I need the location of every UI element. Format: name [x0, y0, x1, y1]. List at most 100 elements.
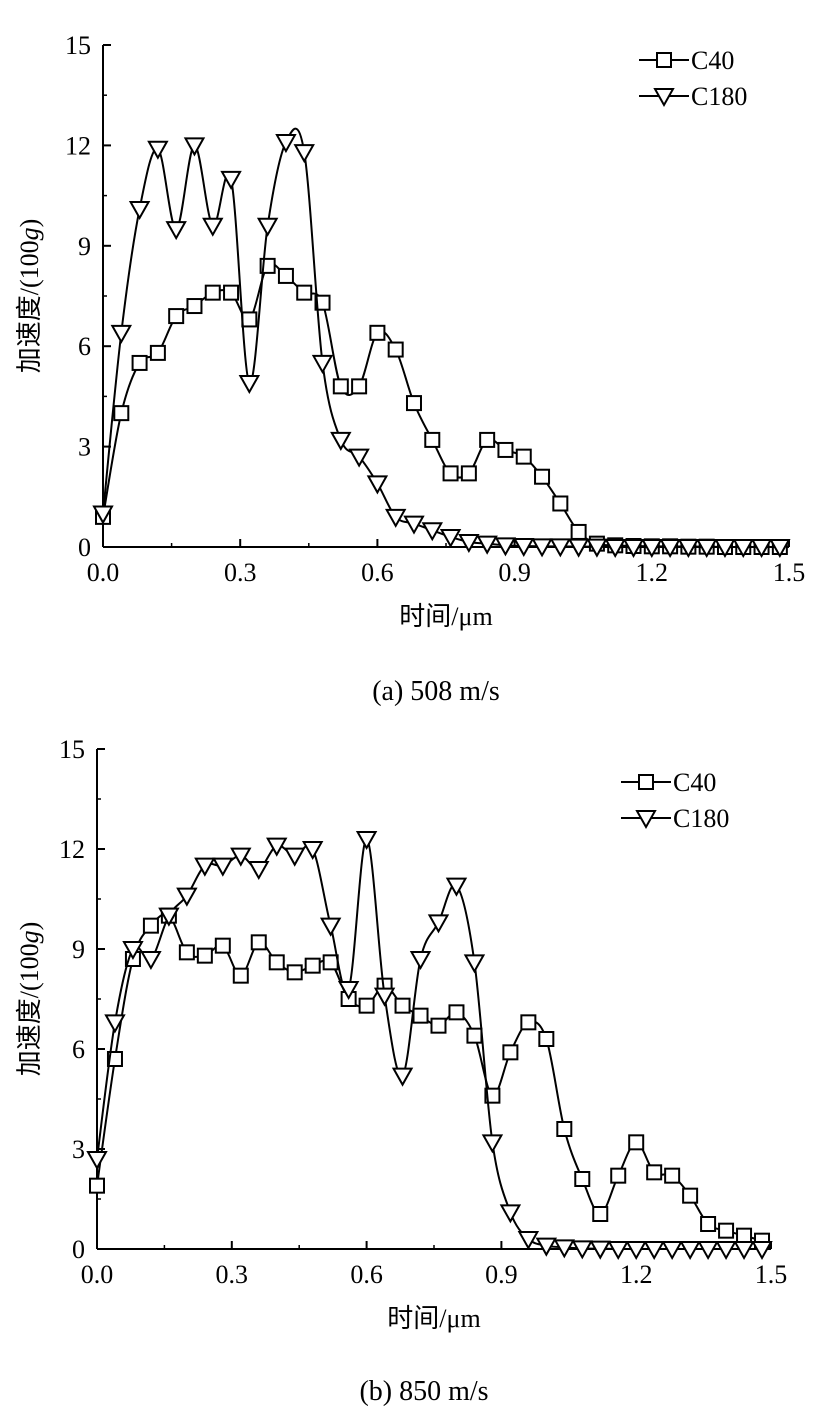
- y-tick-label: 3: [78, 433, 91, 462]
- y-tick-label: 0: [72, 1235, 85, 1264]
- data-point: [158, 907, 180, 927]
- data-point: [750, 539, 773, 559]
- data-point: [646, 1164, 663, 1181]
- data-point: [733, 1241, 755, 1261]
- data-point: [332, 378, 349, 395]
- data-point: [571, 1240, 593, 1260]
- data-point: [176, 887, 198, 907]
- data-point: [296, 284, 313, 301]
- data-point: [266, 837, 288, 857]
- data-point: [659, 539, 681, 559]
- data-point: [131, 354, 148, 371]
- data-point: [149, 344, 166, 361]
- data-point: [549, 538, 572, 558]
- x-axis-label: 时间/μm: [387, 1304, 480, 1333]
- data-point: [476, 535, 498, 555]
- data-point: [358, 997, 375, 1014]
- data-point: [751, 1241, 773, 1261]
- caption: (b) 850 m/s: [359, 1376, 488, 1407]
- data-point: [178, 944, 195, 961]
- data-point: [86, 1151, 108, 1171]
- data-point: [304, 957, 321, 974]
- caption: (a) 508 m/s: [372, 676, 500, 707]
- data-point: [113, 405, 130, 422]
- data-point: [384, 508, 407, 528]
- data-point: [604, 539, 626, 559]
- data-point: [165, 221, 187, 241]
- y-tick-label: 6: [72, 1035, 85, 1064]
- data-point: [241, 311, 258, 328]
- data-point: [442, 465, 459, 482]
- data-point: [535, 1237, 558, 1257]
- data-point: [520, 1014, 537, 1031]
- data-point: [439, 528, 462, 548]
- data-point: [369, 324, 386, 341]
- x-tick-label: 1.5: [773, 558, 806, 587]
- data-point: [499, 1204, 522, 1224]
- data-point: [695, 539, 718, 559]
- legend-marker: [635, 810, 657, 830]
- data-point: [682, 1187, 699, 1204]
- legend-label: C180: [691, 82, 747, 111]
- data-point: [194, 857, 216, 877]
- chart-b: 0.0 0.3 0.6 0.9 1.2 1.5 0 3 6 9 12 15 时间/μm 加速度/(100g…: [15, 735, 787, 1407]
- data-point: [319, 917, 342, 937]
- y-label-prefix: 加速度/(100: [15, 943, 44, 1076]
- data-point: [534, 468, 551, 485]
- data-point: [697, 1241, 719, 1261]
- data-point: [268, 954, 285, 971]
- data-point: [366, 475, 389, 495]
- data-point: [186, 298, 203, 315]
- data-point: [622, 539, 645, 559]
- series-C40: C40: [89, 768, 771, 1249]
- y-tick-label: 6: [78, 332, 91, 361]
- data-point: [570, 523, 587, 540]
- legend-label: C40: [691, 46, 734, 75]
- data-point: [337, 981, 360, 1001]
- y-tick-label: 9: [78, 232, 91, 261]
- data-point: [625, 1241, 647, 1261]
- x-tick-label: 1.5: [755, 1260, 788, 1289]
- data-point: [513, 537, 535, 558]
- data-point: [484, 1087, 501, 1104]
- y-tick-label: 12: [65, 131, 91, 160]
- data-point: [147, 140, 169, 160]
- y-tick-label: 0: [78, 533, 91, 562]
- data-point: [466, 1027, 483, 1044]
- data-point: [567, 538, 590, 558]
- series-line: [96, 837, 763, 1251]
- data-point: [330, 431, 352, 451]
- x-tick-label: 1.2: [620, 1260, 653, 1289]
- series-C180: C180: [92, 82, 791, 559]
- data-point: [403, 515, 425, 535]
- data-point: [515, 448, 532, 465]
- data-point: [714, 539, 736, 559]
- data-point: [679, 1241, 701, 1261]
- series-C40: C40: [95, 46, 788, 555]
- data-point: [168, 308, 185, 325]
- data-point: [497, 441, 514, 458]
- data-point: [277, 267, 294, 284]
- data-point: [405, 395, 422, 412]
- data-point: [89, 1177, 105, 1194]
- data-point: [232, 967, 249, 984]
- data-point: [607, 1241, 629, 1261]
- y-label-suffix: ): [15, 922, 44, 931]
- data-point: [214, 937, 231, 954]
- legend-label: C180: [673, 804, 729, 833]
- data-point: [220, 170, 242, 190]
- data-point: [424, 431, 441, 448]
- data-point: [553, 1239, 576, 1259]
- data-point: [409, 951, 432, 971]
- legend-label: C40: [673, 768, 716, 797]
- series-C180: C180: [86, 804, 773, 1261]
- x-tick-label: 1.2: [636, 558, 669, 587]
- x-tick-label: 0.3: [216, 1260, 249, 1289]
- data-point: [314, 294, 331, 311]
- x-tick-label: 0.9: [498, 558, 531, 587]
- data-point: [204, 284, 221, 301]
- x-tick-label: 0.0: [87, 558, 120, 587]
- data-point: [110, 324, 133, 344]
- y-tick-label: 15: [59, 735, 85, 764]
